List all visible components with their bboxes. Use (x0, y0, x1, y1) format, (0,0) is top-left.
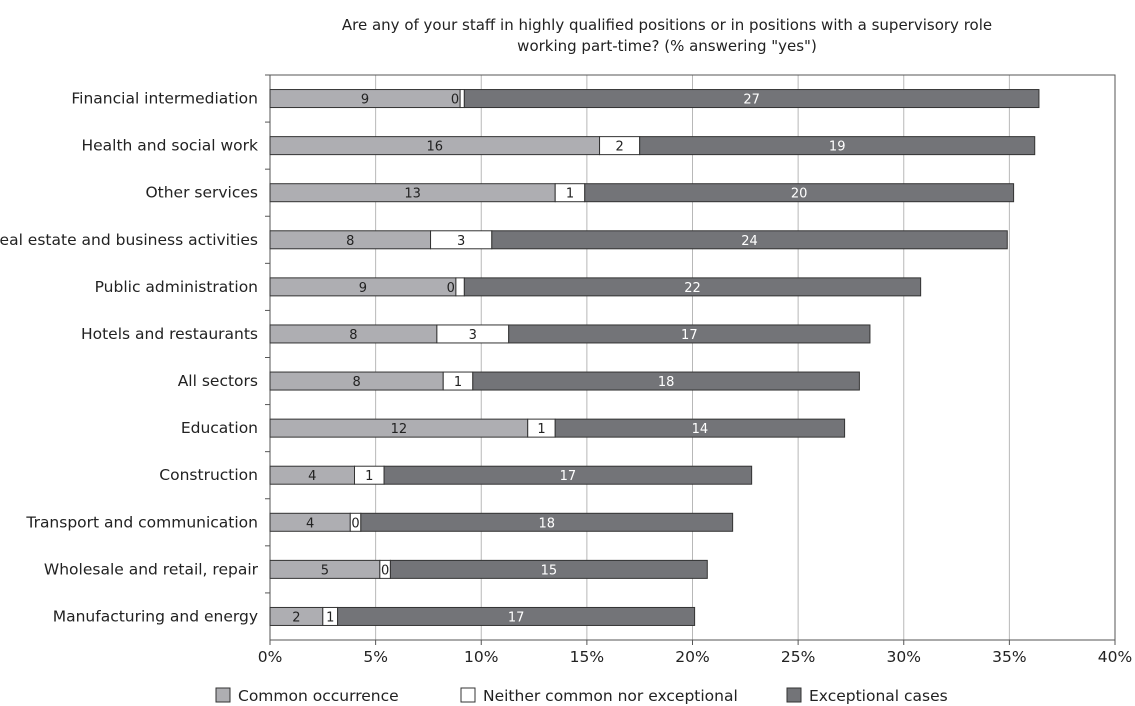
bar-segment (463, 89, 1040, 109)
bar-value-label: 14 (692, 422, 709, 437)
bar-segment (472, 371, 860, 391)
bar-value-label: 1 (326, 610, 334, 625)
bar-segment (389, 559, 708, 579)
x-tick-label: 5% (363, 648, 388, 666)
legend-swatch (215, 687, 231, 703)
bar-value-label: 17 (508, 610, 525, 625)
x-tick-label: 40% (1098, 648, 1132, 666)
bar-value-label: 1 (454, 375, 462, 390)
bar-value-label: 22 (684, 281, 701, 296)
x-tick-label: 25% (781, 648, 815, 666)
x-tick-label: 15% (570, 648, 604, 666)
x-tick-label: 35% (992, 648, 1026, 666)
bar-value-label: 0 (451, 93, 459, 108)
category-label: Manufacturing and energy (53, 607, 258, 625)
bar-value-label: 8 (349, 328, 357, 343)
bar-value-label: 18 (538, 516, 555, 531)
bar-segment (554, 418, 846, 438)
legend-swatch (460, 687, 476, 703)
bar-value-label: 20 (791, 187, 808, 202)
bar-segment (639, 136, 1036, 156)
bar-value-label: 0 (381, 563, 389, 578)
bar-value-label: 4 (308, 469, 316, 484)
bar-segment (491, 230, 1008, 250)
bar-value-label: 0 (351, 516, 359, 531)
legend-label: Exceptional cases (809, 687, 948, 705)
category-label: All sectors (178, 372, 258, 390)
category-label: Hotels and restaurants (81, 325, 258, 343)
bar-value-label: 15 (541, 563, 558, 578)
chart-title: Are any of your staff in highly qualifie… (342, 16, 992, 55)
bar-value-label: 2 (615, 140, 623, 155)
bar-value-label: 19 (829, 140, 846, 155)
bar-value-label: 5 (321, 563, 329, 578)
category-label: Health and social work (81, 137, 258, 155)
bar-segment (337, 606, 696, 626)
bar-value-label: 24 (741, 234, 758, 249)
bar-value-label: 17 (681, 328, 698, 343)
bar-value-label: 8 (352, 375, 360, 390)
category-label: Construction (159, 466, 258, 484)
bar-value-label: 13 (404, 187, 421, 202)
category-label: Education (181, 419, 258, 437)
category-label: Financial intermediation (71, 90, 258, 108)
legend: Common occurrence Neither common nor exce… (215, 687, 948, 705)
bar-value-label: 4 (306, 516, 314, 531)
category-label: Other services (145, 184, 258, 202)
category-label: Real estate and business activities (0, 231, 258, 249)
chart-title-line-1: Are any of your staff in highly qualifie… (342, 16, 992, 34)
legend-label: Common occurrence (238, 687, 399, 705)
bar-value-label: 9 (359, 281, 367, 296)
bar-segment (584, 183, 1015, 203)
bar-value-label: 1 (365, 469, 373, 484)
bar-value-label: 17 (560, 469, 577, 484)
bar-value-label: 16 (427, 140, 444, 155)
bar-segment (455, 277, 465, 297)
x-tick-label: 20% (675, 648, 709, 666)
bar-value-label: 0 (447, 281, 455, 296)
x-tick-label: 30% (887, 648, 921, 666)
bar-value-label: 2 (292, 610, 300, 625)
bar-value-label: 12 (391, 422, 408, 437)
x-tick-label: 0% (258, 648, 283, 666)
bar-value-label: 18 (658, 375, 675, 390)
legend-swatch (786, 687, 802, 703)
legend-label: Neither common nor exceptional (483, 687, 738, 705)
category-label: Public administration (95, 278, 258, 296)
bar-value-label: 3 (457, 234, 465, 249)
bar-value-label: 8 (346, 234, 354, 249)
bar-segment (383, 465, 753, 485)
category-label: Transport and communication (25, 513, 258, 531)
value-axis-tick-labels: 0% 5% 10% 15% 20% 25% 30% 35% 40% (258, 640, 1132, 666)
chart-title-line-2: working part-time? (% answering "yes") (517, 37, 817, 55)
bar-segment (463, 277, 922, 297)
bar-value-label: 3 (469, 328, 477, 343)
bar-segment (508, 324, 871, 344)
bar-value-label: 1 (537, 422, 545, 437)
gridlines (375, 75, 1010, 640)
bar-segment (459, 89, 465, 109)
bar-value-label: 1 (566, 187, 574, 202)
bar-value-label: 9 (361, 93, 369, 108)
bar-value-label: 27 (743, 93, 760, 108)
x-tick-label: 10% (464, 648, 498, 666)
bar-segment (360, 512, 734, 532)
category-axis-labels: Financial intermediation Health and socia… (0, 74, 270, 625)
category-label: Wholesale and retail, repair (44, 560, 259, 578)
